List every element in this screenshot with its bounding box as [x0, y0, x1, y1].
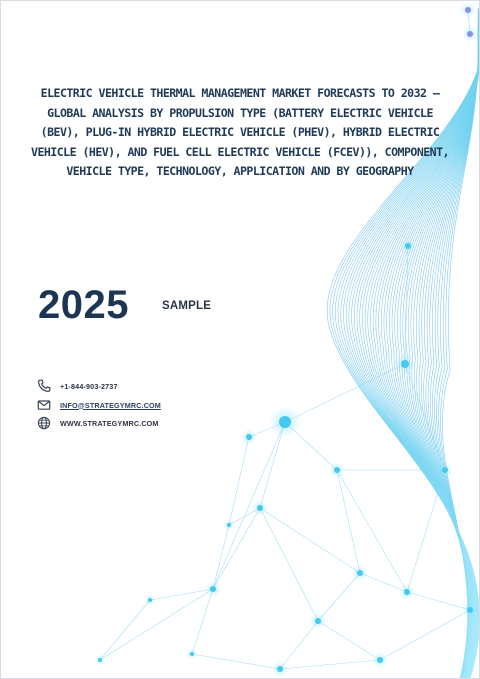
network-edge [406, 469, 446, 593]
network-edge [317, 620, 381, 661]
network-node [334, 467, 340, 473]
network-node [246, 434, 252, 440]
network-edge [406, 591, 471, 611]
network-node [279, 416, 291, 428]
envelope-icon [37, 398, 51, 412]
contact-phone-row[interactable]: +1-844-903-2737 [37, 378, 118, 394]
network-edge [317, 572, 361, 622]
network-node [377, 657, 383, 663]
website-link[interactable]: WWW.STRATEGYMRC.COM [60, 418, 159, 428]
network-edge [279, 659, 381, 670]
network-node [401, 360, 409, 368]
network-node [210, 586, 216, 592]
network-edge [191, 588, 214, 655]
network-node [404, 589, 410, 595]
network-edge [284, 363, 406, 423]
network-edge [279, 620, 319, 670]
network-node [467, 607, 473, 613]
network-edge [212, 421, 286, 590]
network-edge [191, 653, 281, 670]
sample-badge: SAMPLE [162, 300, 212, 312]
contact-website-row[interactable]: WWW.STRATEGYMRC.COM [37, 415, 159, 431]
network-edge [259, 507, 361, 574]
network-node [190, 652, 194, 656]
network-node [257, 505, 263, 511]
email-link[interactable]: INFO@STRATEGYMRC.COM [60, 400, 161, 410]
network-edge [404, 245, 409, 365]
phone-number[interactable]: +1-844-903-2737 [60, 381, 118, 391]
network-edge [379, 609, 471, 661]
network-edge [99, 588, 214, 661]
phone-icon [37, 379, 51, 393]
network-node-group [94, 2, 478, 677]
network-node [277, 666, 283, 672]
network-node [405, 243, 411, 249]
network-node [357, 570, 363, 576]
network-node [465, 7, 471, 13]
report-title: Electric Vehicle Thermal Management Mark… [31, 86, 450, 178]
network-node [442, 467, 448, 473]
network-node [227, 523, 231, 527]
network-node [148, 598, 152, 602]
wave-line [442, 37, 479, 679]
network-node [315, 618, 321, 624]
wave-line-group [327, 7, 480, 679]
network-node [467, 31, 473, 37]
network-edge [336, 469, 408, 593]
globe-icon [37, 416, 51, 430]
network-edge [212, 524, 230, 590]
network-edge [149, 588, 214, 601]
network-edge [99, 599, 151, 661]
network-edge [359, 572, 408, 593]
report-year: 2025 [38, 283, 129, 327]
network-edge [404, 363, 446, 471]
network-edge [259, 507, 319, 622]
network-edge [336, 469, 361, 574]
network-edge [228, 436, 250, 526]
network-line-group [99, 9, 471, 670]
network-node [98, 658, 102, 662]
network-edge [212, 507, 261, 590]
contact-email-row[interactable]: INFO@STRATEGYMRC.COM [37, 397, 161, 413]
